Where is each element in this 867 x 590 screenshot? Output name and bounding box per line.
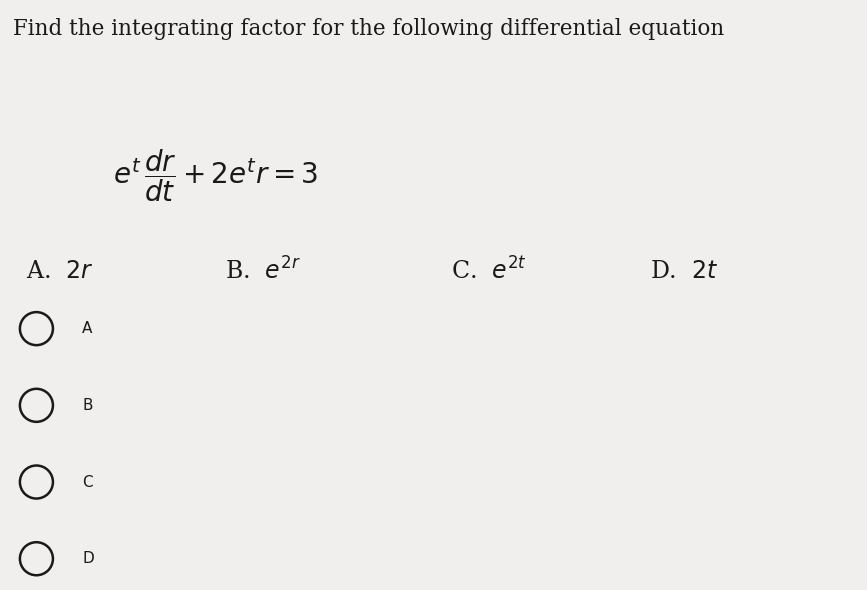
Text: B: B: [82, 398, 93, 413]
Text: A.  $2r$: A. $2r$: [26, 260, 94, 283]
Text: D: D: [82, 551, 95, 566]
Text: C: C: [82, 474, 93, 490]
Text: $e^{t}\,\dfrac{dr}{dt} + 2e^{t}r = 3$: $e^{t}\,\dfrac{dr}{dt} + 2e^{t}r = 3$: [113, 148, 318, 204]
Text: A: A: [82, 321, 93, 336]
Text: B.  $e^{2r}$: B. $e^{2r}$: [225, 258, 301, 285]
Text: Find the integrating factor for the following differential equation: Find the integrating factor for the foll…: [13, 18, 724, 40]
Text: D.  $2t$: D. $2t$: [650, 260, 719, 283]
Text: C.  $e^{2t}$: C. $e^{2t}$: [451, 258, 526, 285]
